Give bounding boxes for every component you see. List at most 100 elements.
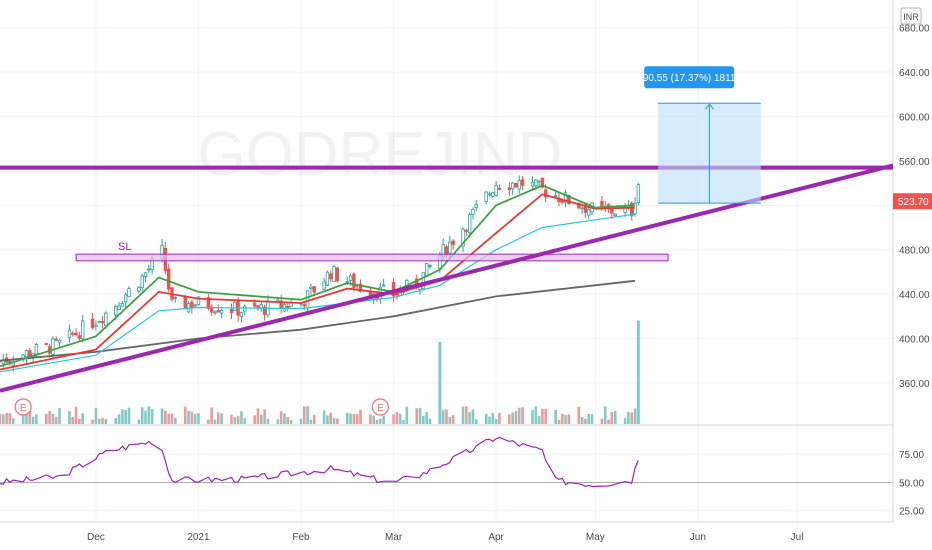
volume-bar-90 [415,408,419,424]
volume-bar-78 [355,414,359,424]
candle-body-72 [329,273,333,280]
price-tick-label-3: 480.00 [899,246,930,257]
candle-body-48 [216,310,220,313]
candle-body-6 [24,350,29,357]
volume-bar-107 [491,413,495,424]
volume-bar-13 [54,416,58,424]
volume-bar-5 [21,412,25,424]
volume-bar-17 [74,406,78,424]
support-zone [75,253,669,262]
volume-bar-131 [603,406,607,424]
candle-body-3 [8,360,12,363]
volume-bar-6 [25,413,28,424]
volume-bar-133 [610,412,614,424]
candle-body-102 [467,214,472,234]
volume-bar-42 [190,411,194,424]
candle-body-124 [567,194,571,205]
time-tick-label-6: Jun [690,532,706,543]
measure-label-bg [644,66,735,89]
volume-bar-86 [395,411,399,424]
rsi-tick-label-2: 75.00 [899,450,924,461]
volume-bar-37 [167,413,170,424]
candle-body-26 [117,305,121,311]
candle-body-118 [540,177,545,188]
price-tick-label-0: 360.00 [899,379,930,390]
volume-bar-68 [309,419,313,424]
volume-bar-112 [514,411,518,424]
volume-bar-24 [104,419,108,424]
time-tick-label-1: 2021 [187,532,210,543]
candle-body-19 [80,320,85,340]
volume-bar-91 [418,407,422,424]
volume-bar-126 [580,416,584,424]
volume-bar-16 [71,416,75,424]
candle-body-29 [127,288,131,297]
candle-body-134 [613,213,617,217]
candle-body-12 [51,338,55,355]
volume-bar-118 [541,408,544,424]
volume-bar-77 [352,413,356,424]
volume-bar-52 [236,416,240,424]
volume-bar-43 [193,414,197,424]
candle-body-44 [196,296,201,305]
candle-body-113 [517,180,521,190]
candle-body-98 [448,241,452,254]
candle-body-93 [424,262,429,277]
volume-bar-53 [240,411,243,424]
candle-body-14 [57,339,62,343]
candle-body-71 [325,271,330,286]
volume-bar-21 [94,407,98,424]
volume-bar-105 [484,413,488,424]
candle-body-23 [100,320,105,324]
axes: 360.00 400.00 440.00 480.00 560.00 600.00 640.… [87,24,930,543]
volume-bar-119 [544,408,548,424]
volume-bar-130 [600,418,604,424]
time-tick-label-3: Mar [385,532,403,543]
candle-body-17 [74,332,78,336]
volume-bar-34 [150,408,154,424]
volume-bar-63 [286,416,290,424]
candle-body-32 [143,272,148,277]
candle-body-101 [464,230,469,232]
candle-body-67 [305,289,310,309]
watermark: GODREJIND [197,120,562,189]
candle-body-70 [322,281,326,290]
volume-bar-27 [121,409,124,424]
candle-body-63 [286,305,290,309]
candle-body-64 [289,302,293,308]
volume-bar-31 [140,407,144,424]
volume-bar-40 [183,406,187,424]
candle-body-107 [491,192,495,197]
candle-body-43 [193,304,197,307]
candle-body-66 [302,304,306,307]
volume-bar-113 [517,407,521,424]
volume-bar-84 [382,415,385,424]
earnings-marker-1 [371,398,389,416]
volume-bar-88 [402,419,405,424]
volume-bar-9 [35,414,38,424]
candle-body-47 [213,311,217,314]
volume-bar-1 [2,414,5,424]
volume-bar-80 [369,414,372,424]
candle-body-39 [173,296,177,299]
volume-bar-45 [207,419,210,424]
volume-bar-7 [28,409,32,424]
volume-spike-0 [438,342,442,424]
candle-body-92 [421,272,426,290]
volume-bar-2 [5,413,8,424]
candle-body-58 [262,306,267,315]
last-price-badge-bg [893,193,932,210]
candle-body-54 [243,305,247,312]
candle-body-55 [252,302,257,307]
drawings: 90.55 (17.37%) 1811 SL E E [0,66,894,416]
volume-bar-79 [359,409,362,424]
candle-body-110 [507,187,512,191]
volume-bar-134 [613,411,617,424]
candle-body-114 [520,179,525,186]
candle-body-51 [233,301,237,312]
volume-bar-38 [170,413,174,424]
volume-bar-135 [623,418,627,424]
candle-body-45 [206,297,211,309]
price-tick-label-7: 640.00 [899,68,930,79]
candle-body-53 [239,312,244,317]
